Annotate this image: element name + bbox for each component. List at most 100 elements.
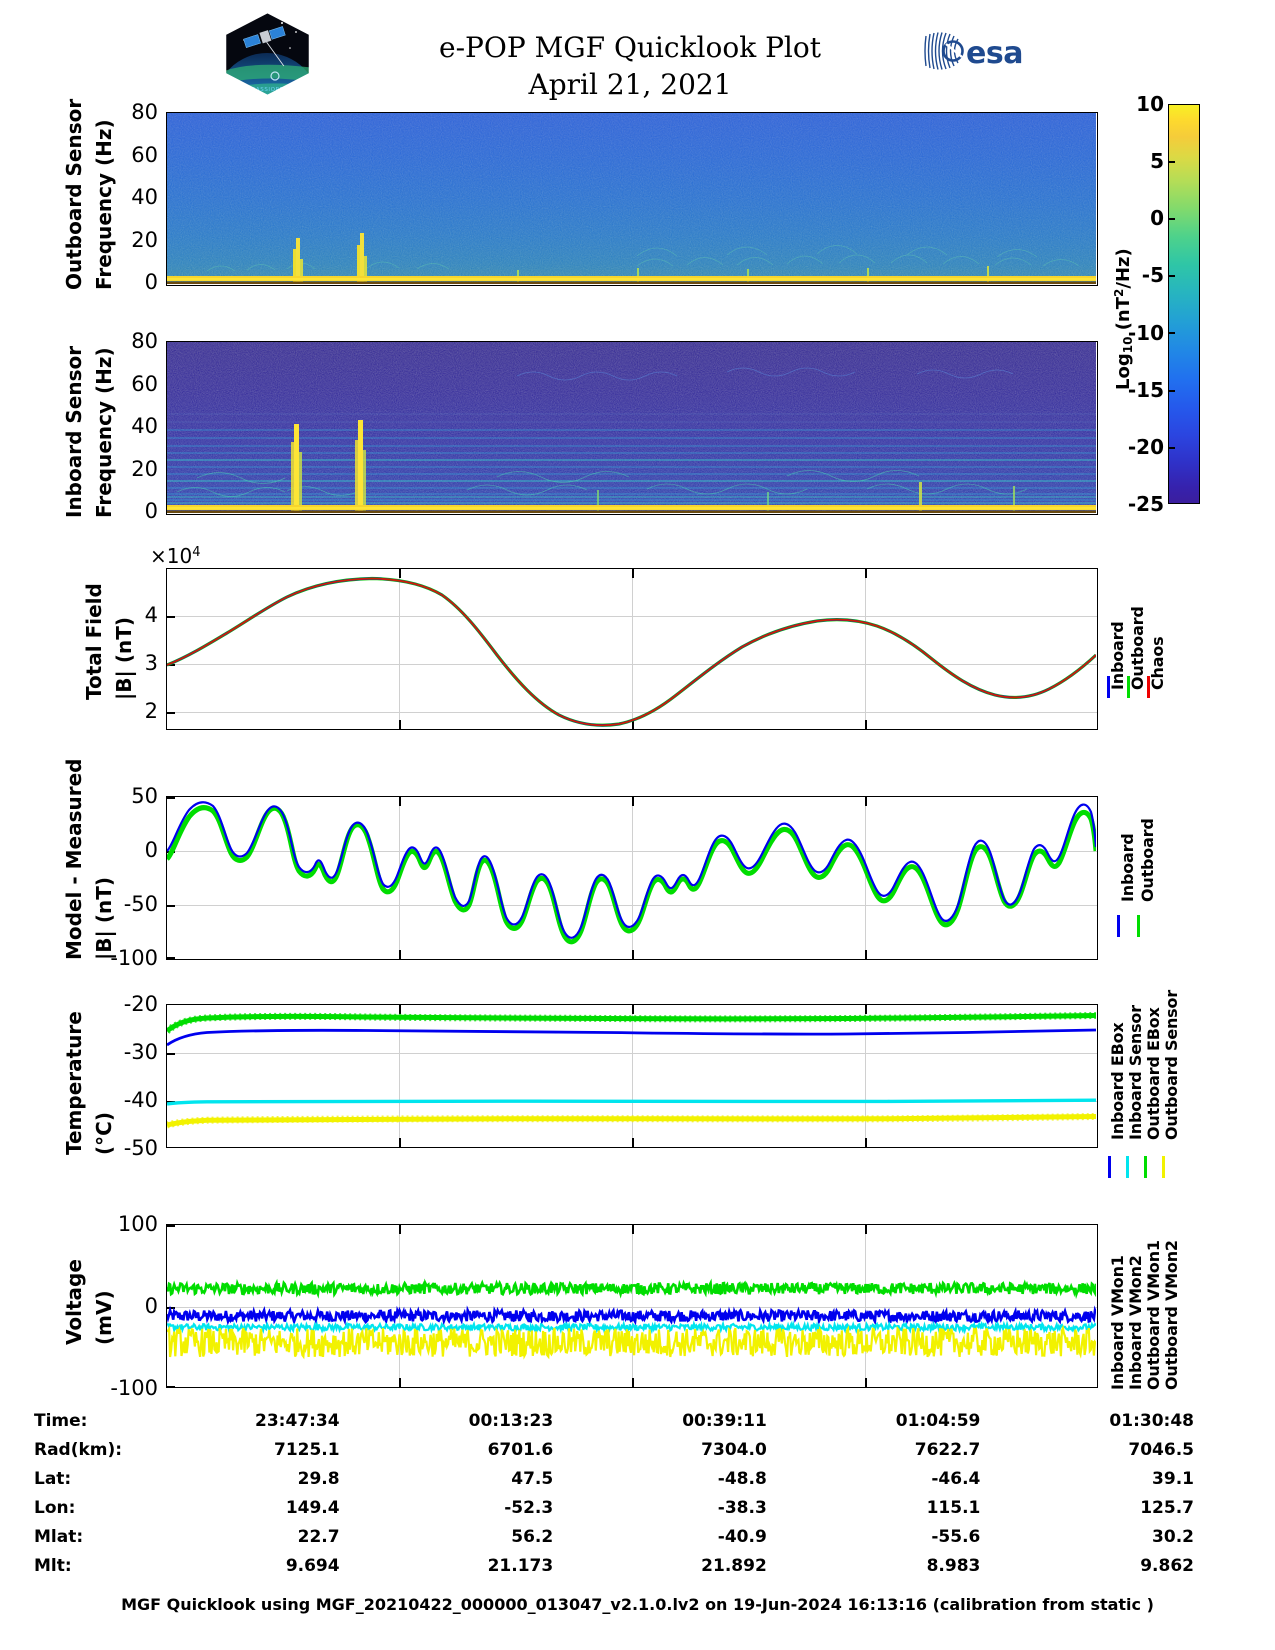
voltage-series-inboard-vmon1 (167, 1305, 1096, 1326)
cell-lat-4: -46.4 (931, 1468, 981, 1489)
outboard-spectrogram-yticks: 80 60 40 20 0 (131, 100, 158, 294)
model-minus-measured-yticks: 50 0 -50 -100 (110, 784, 158, 970)
voltage-series-inboard-vmon2 (167, 1320, 1096, 1335)
cell-mlat-4: -55.6 (931, 1526, 981, 1547)
cell-rad-5: 7046.5 (1128, 1439, 1194, 1460)
voltage-series-outboard-vmon1 (167, 1278, 1096, 1300)
colorbar-label-unit-b: /Hz) (1113, 248, 1134, 289)
cassiope-mission-patch-logo: CASSIOPE (220, 10, 315, 98)
cell-lat-5: 39.1 (1152, 1468, 1194, 1489)
table-row-lon: Lon: 149.4 -52.3 -38.3 115.1 125.7 (34, 1493, 1194, 1522)
cell-mlat-3: -40.9 (717, 1526, 767, 1547)
colorbar-label-superscript: 2 (1112, 288, 1126, 297)
row-label-lon: Lon: (34, 1497, 76, 1518)
cell-rad-2: 6701.6 (487, 1439, 554, 1460)
colorbar-tickmarks (1168, 104, 1178, 504)
cell-mlt-2: 21.173 (487, 1555, 554, 1576)
cell-time-4: 01:04:59 (895, 1410, 981, 1431)
page-title: e-POP MGF Quicklook Plot April 21, 2021 (300, 30, 960, 104)
esa-logo: esa (922, 28, 1042, 74)
temperature-swatch-outboard-ebox (1144, 1156, 1147, 1178)
cell-mlt-4: 8.983 (926, 1555, 981, 1576)
total-field-swatch-outboard (1127, 676, 1130, 698)
model-minus-measured-plot[interactable] (166, 796, 1098, 960)
colorbar-ticks: 10 5 0 -5 -10 -15 -20 -25 (1127, 92, 1164, 516)
total-field-legend-outboard: Outboard (1128, 606, 1147, 690)
model-minus-measured-legend-inboard: Inboard (1118, 833, 1137, 902)
cell-lat-2: 47.5 (511, 1468, 554, 1489)
cell-time-1: 23:47:34 (255, 1410, 340, 1431)
page-header: CASSIOPE e-POP MGF Quicklook Plot April … (0, 0, 1275, 110)
total-field-swatch-chaos (1147, 676, 1150, 698)
footer-provenance-text: MGF Quicklook using MGF_20210422_000000_… (121, 1595, 1154, 1614)
model-minus-measured-legend-outboard: Outboard (1138, 818, 1157, 902)
cell-lon-3: -38.3 (717, 1497, 767, 1518)
row-label-lat: Lat: (34, 1468, 72, 1489)
temperature-yticks: -20 -30 -40 -50 (123, 992, 158, 1160)
temperature-legend-outboard-sensor: Outboard Sensor (1162, 990, 1181, 1140)
voltage-ylabel-line1: Voltage (62, 1259, 86, 1345)
colorbar-axis-label: Log10 (nT2/Hz) (1112, 248, 1135, 390)
table-row-mlt: Mlt: 9.694 21.173 21.892 8.983 9.862 (34, 1551, 1194, 1580)
colorbar-label-subscript: 10 (1121, 336, 1135, 354)
model-minus-measured-swatch-inboard (1117, 915, 1120, 937)
total-field-legend-inboard: Inboard (1108, 621, 1127, 690)
row-label-mlt: Mlt: (34, 1555, 72, 1576)
title-line-2: April 21, 2021 (528, 67, 732, 101)
row-label-mlat: Mlat: (34, 1526, 84, 1547)
voltage-legend-outboard-vmon1: Outboard VMon1 (1144, 1240, 1163, 1390)
temperature-swatch-inboard-sensor (1126, 1156, 1129, 1178)
cell-mlat-1: 22.7 (297, 1526, 340, 1547)
temperature-legend-inboard-ebox: Inboard EBox (1108, 1022, 1127, 1140)
ephemeris-table: Time: 23:47:34 00:13:23 00:39:11 01:04:5… (34, 1406, 1194, 1580)
total-field-legend-chaos: Chaos (1148, 636, 1167, 690)
model-minus-measured-swatch-outboard (1137, 915, 1140, 937)
outboard-spectrogram-ylabel-line1: Outboard Sensor (62, 98, 86, 290)
cell-rad-1: 7125.1 (273, 1439, 340, 1460)
total-field-plot[interactable] (166, 568, 1098, 730)
voltage-yticks: 100 0 -100 (110, 1212, 158, 1400)
cell-lat-3: -48.8 (717, 1468, 767, 1489)
cell-rad-3: 7304.0 (701, 1439, 767, 1460)
cell-rad-4: 7622.7 (914, 1439, 981, 1460)
cell-time-3: 00:39:11 (682, 1410, 767, 1431)
row-label-time: Time: (34, 1410, 88, 1431)
esa-wordmark: esa (966, 36, 1023, 71)
table-row-mlat: Mlat: 22.7 56.2 -40.9 -55.6 30.2 (34, 1522, 1194, 1551)
table-row-lat: Lat: 29.8 47.5 -48.8 -46.4 39.1 (34, 1464, 1194, 1493)
total-field-swatch-inboard (1107, 676, 1110, 698)
title-line-1: e-POP MGF Quicklook Plot (439, 31, 821, 64)
voltage-legend-inboard-vmon1: Inboard VMon1 (1108, 1255, 1127, 1390)
temperature-swatch-inboard-ebox (1108, 1156, 1111, 1178)
cell-lon-1: 149.4 (285, 1497, 340, 1518)
cell-lon-2: -52.3 (504, 1497, 554, 1518)
total-field-ylabel-line1: Total Field (82, 583, 106, 700)
inboard-spectrogram-ylabel-line1: Inboard Sensor (62, 345, 86, 518)
cell-time-5: 01:30:48 (1109, 1410, 1194, 1431)
row-label-rad: Rad(km): (34, 1439, 123, 1460)
temperature-plot[interactable] (166, 1004, 1098, 1148)
cell-mlt-5: 9.862 (1140, 1555, 1194, 1576)
temperature-swatch-outboard-sensor (1162, 1156, 1165, 1178)
cell-mlt-3: 21.892 (701, 1555, 767, 1576)
outboard-spectrogram-plot[interactable] (166, 112, 1098, 286)
cell-lon-5: 125.7 (1140, 1497, 1194, 1518)
inboard-spectrogram-plot[interactable] (166, 341, 1098, 515)
table-row-rad: Rad(km): 7125.1 6701.6 7304.0 7622.7 704… (34, 1435, 1194, 1464)
model-minus-measured-ylabel-line1: Model - Measured (62, 758, 86, 960)
total-field-yticks: 4 3 2 (144, 603, 158, 723)
exponent-base: ×10 (150, 544, 193, 568)
svg-text:CASSIOPE: CASSIOPE (251, 87, 283, 93)
colorbar-label-unit-a: (nT (1113, 296, 1134, 337)
cell-time-2: 00:13:23 (468, 1410, 554, 1431)
cell-mlt-1: 9.694 (285, 1555, 340, 1576)
cell-mlat-2: 56.2 (511, 1526, 554, 1547)
voltage-plot[interactable] (166, 1224, 1098, 1388)
exponent-superscript: 4 (192, 545, 201, 560)
cell-lat-1: 29.8 (297, 1468, 340, 1489)
colorbar-label-base: Log (1113, 353, 1134, 390)
total-field-exponent-label: ×104 (150, 544, 201, 568)
cell-lon-4: 115.1 (926, 1497, 981, 1518)
inboard-spectrogram-yticks: 80 60 40 20 0 (131, 329, 158, 523)
voltage-legend-inboard-vmon2: Inboard VMon2 (1126, 1255, 1145, 1390)
